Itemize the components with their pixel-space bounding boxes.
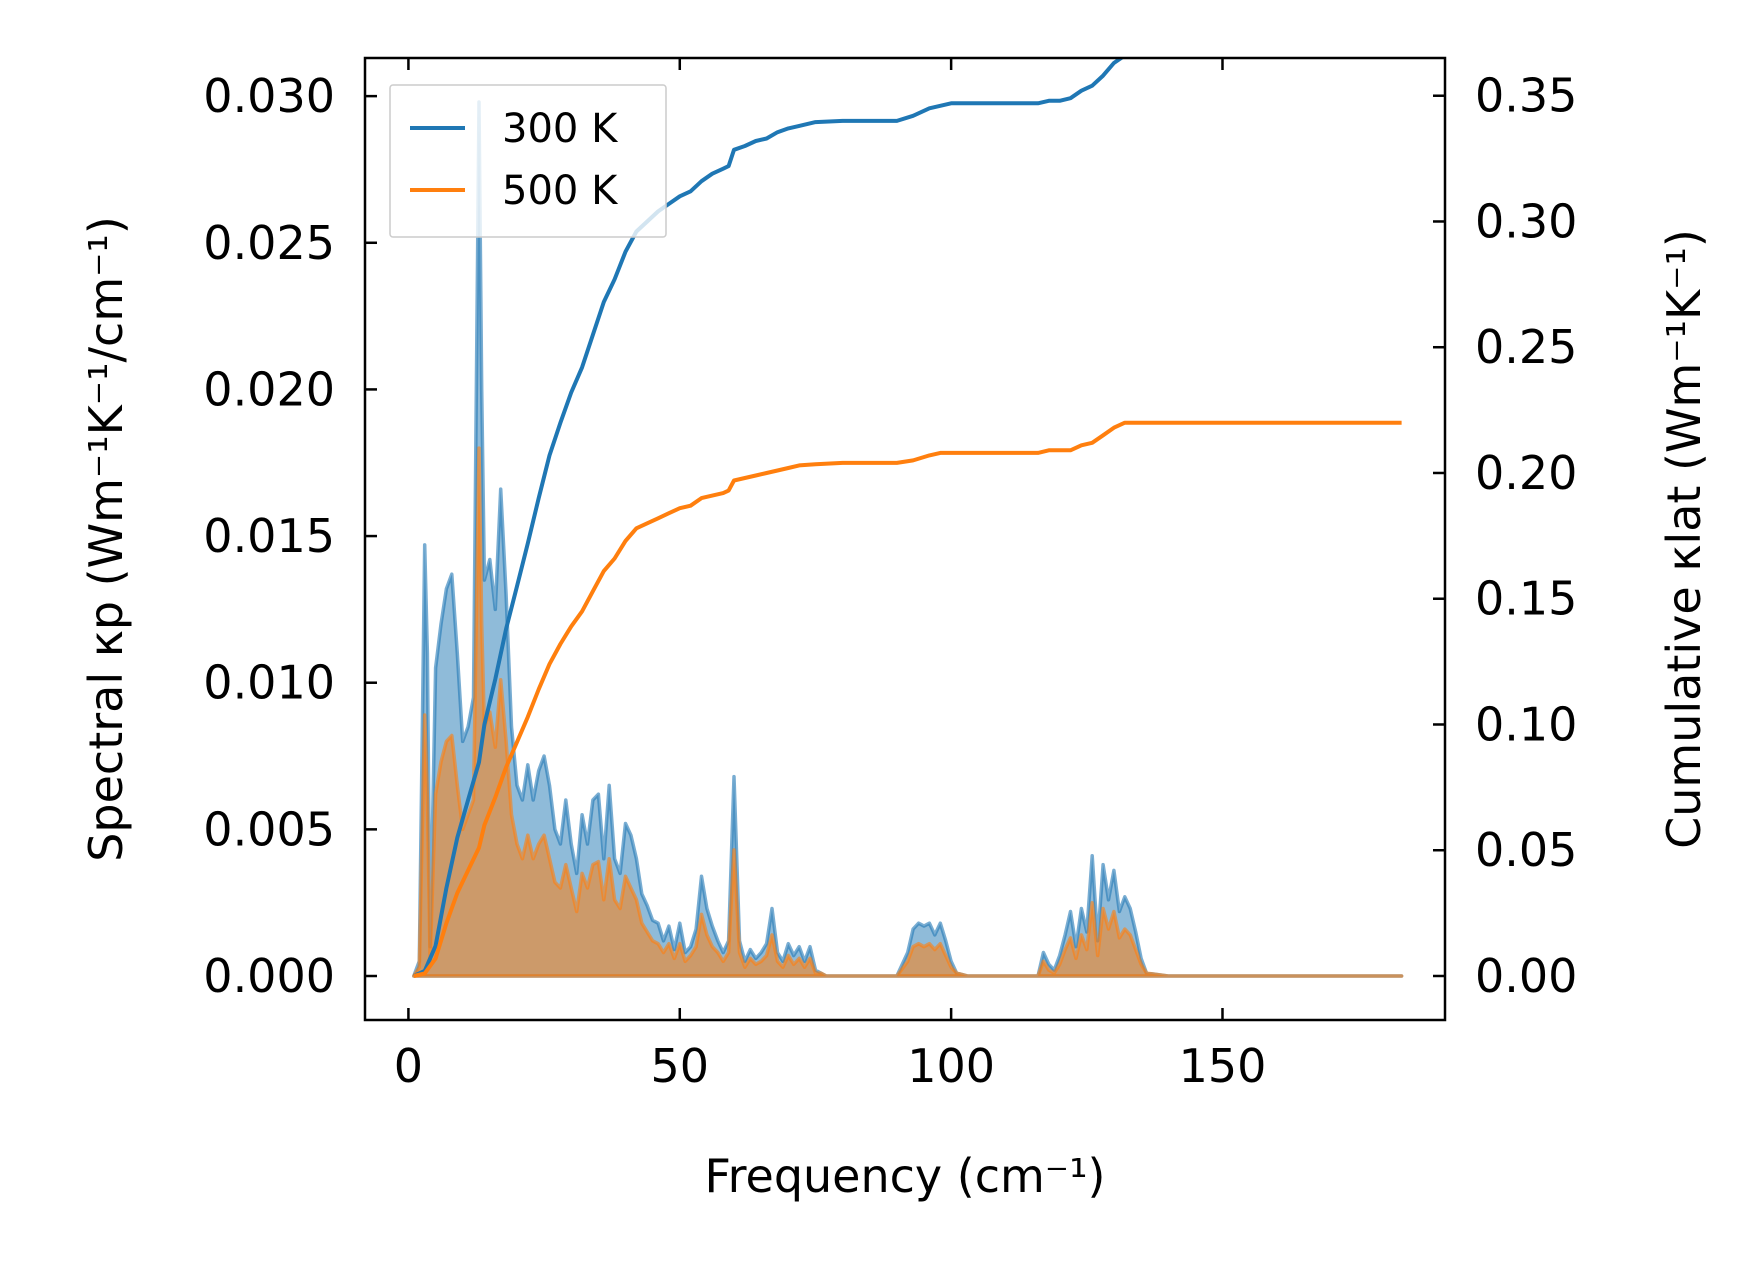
y-tick-label: 0.000: [203, 949, 335, 1003]
y-tick-label: 0.015: [203, 509, 335, 563]
y2-tick-label: 0.10: [1475, 697, 1577, 751]
y-axis-label: Spectral κp (Wm⁻¹K⁻¹/cm⁻¹): [79, 216, 133, 862]
y2-tick-label: 0.30: [1475, 194, 1577, 248]
y2-axis-label: Cumulative κlat (Wm⁻¹K⁻¹): [1657, 229, 1711, 849]
spectral-area-500k: [412, 446, 1404, 978]
y-tick-label: 0.005: [203, 802, 335, 856]
y2-tick-label: 0.25: [1475, 320, 1577, 374]
x-tick-label: 50: [651, 1039, 710, 1093]
y-tick-label: 0.030: [203, 69, 335, 123]
cumulative-line-300k: [412, 58, 1125, 978]
plot-frame: [363, 56, 1447, 1022]
cumulative-line-500k: [413, 420, 1402, 978]
y2-tick-label: 0.05: [1475, 823, 1577, 877]
spectral-fills: [412, 100, 1404, 978]
axis-ticks: 0 50 100 150 0.000 0.005 0.010 0.015 0.020 0.025 0…: [203, 58, 1577, 1093]
legend-box: [389, 84, 667, 238]
x-axis-label: Frequency (cm⁻¹): [705, 1149, 1106, 1203]
x-tick-label: 150: [1179, 1039, 1267, 1093]
y2-tick-label: 0.15: [1475, 572, 1577, 626]
y-tick-label: 0.010: [203, 656, 335, 710]
y2-tick-label: 0.20: [1475, 446, 1577, 500]
x-tick-label: 100: [907, 1039, 995, 1093]
y-tick-label: 0.020: [203, 362, 335, 416]
y2-tick-label: 0.00: [1475, 949, 1577, 1003]
legend-label: 500 K: [502, 168, 619, 214]
cumulative-lines: [412, 58, 1402, 978]
legend-label: 300 K: [502, 106, 619, 152]
x-tick-label: 0: [394, 1039, 423, 1093]
legend: 300 K 500 K: [389, 84, 667, 238]
y2-tick-label: 0.35: [1475, 69, 1577, 123]
y-tick-label: 0.025: [203, 216, 335, 270]
